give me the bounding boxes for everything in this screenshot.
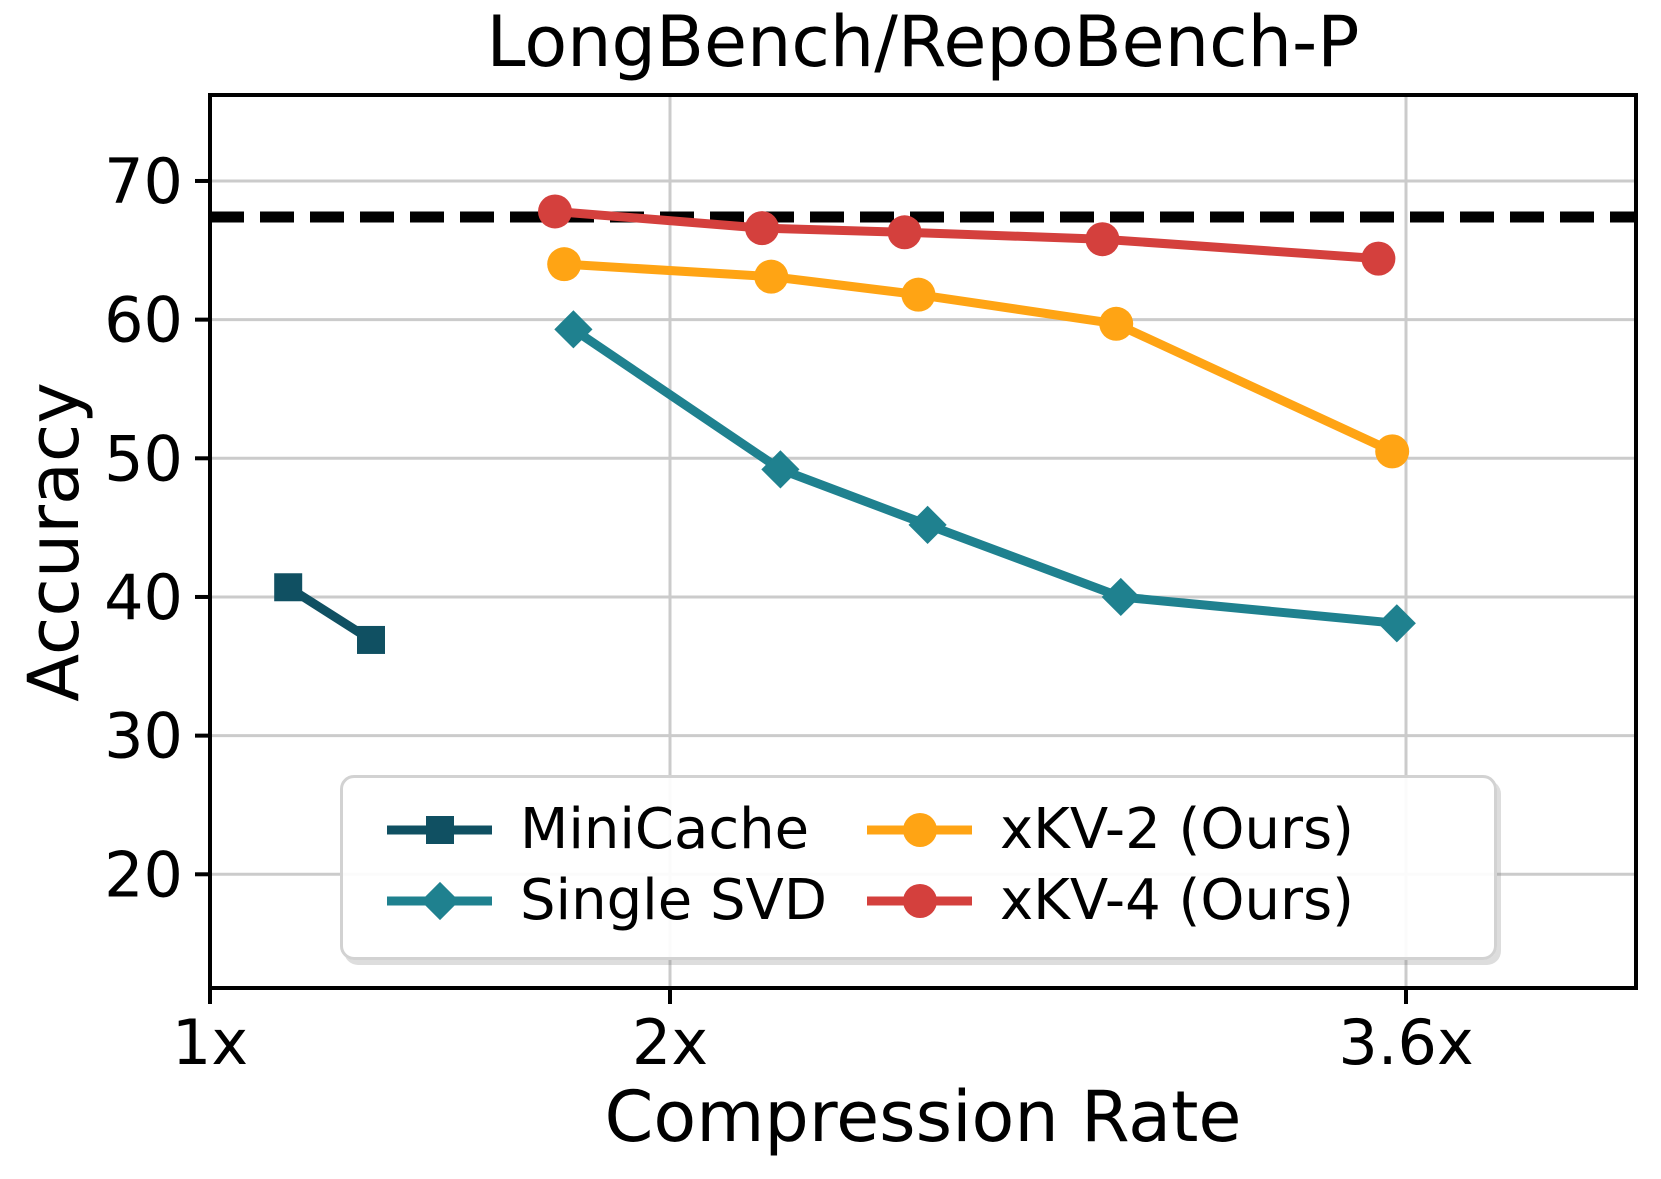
- y-tick-label: 60: [104, 284, 183, 357]
- gridlines-layer: [210, 95, 1636, 988]
- x-tick-label: 3.6x: [1338, 1006, 1473, 1079]
- marker-MiniCache: [274, 573, 303, 602]
- marker-xKV-2 (Ours): [754, 259, 789, 294]
- plot-border: [208, 93, 1638, 990]
- xkv2-circle-marker-icon: [902, 813, 937, 847]
- marker-Single SVD: [908, 505, 947, 544]
- marker-xKV-4 (Ours): [1361, 241, 1396, 276]
- legend: MiniCache xKV-2 (Ours) Single SVD xKV-4 …: [340, 775, 1497, 960]
- x-tick-label: 1x: [172, 1006, 248, 1079]
- single-svd-line-sample: [387, 880, 492, 922]
- legend-label: xKV-2 (Ours): [1000, 797, 1354, 862]
- legend-item-single-svd: Single SVD: [387, 871, 867, 931]
- minicache-line-sample: [387, 809, 492, 851]
- y-tick-label: 70: [104, 145, 183, 218]
- marker-Single SVD: [1377, 604, 1416, 643]
- legend-item-xkv4: xKV-4 (Ours): [867, 871, 1484, 931]
- marker-MiniCache: [357, 625, 385, 654]
- y-tick-label: 50: [104, 422, 183, 495]
- axes-layer: 20 30 40 50 60 70 1x 2x 3.6x: [104, 93, 1638, 1079]
- marker-xKV-4 (Ours): [745, 211, 779, 246]
- legend-label: Single SVD: [520, 868, 827, 933]
- marker-xKV-2 (Ours): [901, 277, 936, 312]
- series-layer: [274, 194, 1416, 654]
- x-tick-label: 2x: [632, 1006, 708, 1079]
- marker-Single SVD: [554, 310, 593, 349]
- legend-item-minicache: MiniCache: [387, 800, 867, 860]
- marker-Single SVD: [1101, 577, 1140, 617]
- legend-label: xKV-4 (Ours): [1000, 868, 1354, 933]
- marker-xKV-4 (Ours): [1085, 222, 1120, 257]
- legend-label: MiniCache: [520, 797, 810, 862]
- minicache-square-marker-icon: [425, 816, 454, 844]
- chart-title: LongBench/RepoBench-P: [487, 1, 1360, 83]
- y-tick-label: 30: [104, 700, 183, 773]
- xkv2-line-sample: [867, 809, 972, 851]
- marker-xKV-2 (Ours): [1375, 434, 1410, 469]
- y-tick-label: 40: [104, 561, 183, 634]
- marker-Single SVD: [761, 450, 800, 489]
- xkv4-line-sample: [867, 880, 972, 922]
- legend-item-xkv2: xKV-2 (Ours): [867, 800, 1484, 860]
- marker-xKV-4 (Ours): [887, 215, 922, 250]
- x-axis-label: Compression Rate: [605, 1076, 1242, 1158]
- y-axis-label: Accuracy: [13, 382, 95, 702]
- marker-xKV-2 (Ours): [1099, 306, 1134, 341]
- y-tick-label: 20: [104, 838, 183, 911]
- marker-xKV-2 (Ours): [547, 247, 582, 282]
- series-line-xKV-2 (Ours): [559, 259, 1397, 456]
- series-line-Single SVD: [568, 324, 1402, 628]
- marker-xKV-4 (Ours): [538, 194, 572, 229]
- single-svd-diamond-marker-icon: [420, 881, 459, 921]
- xkv4-circle-marker-icon: [902, 884, 937, 918]
